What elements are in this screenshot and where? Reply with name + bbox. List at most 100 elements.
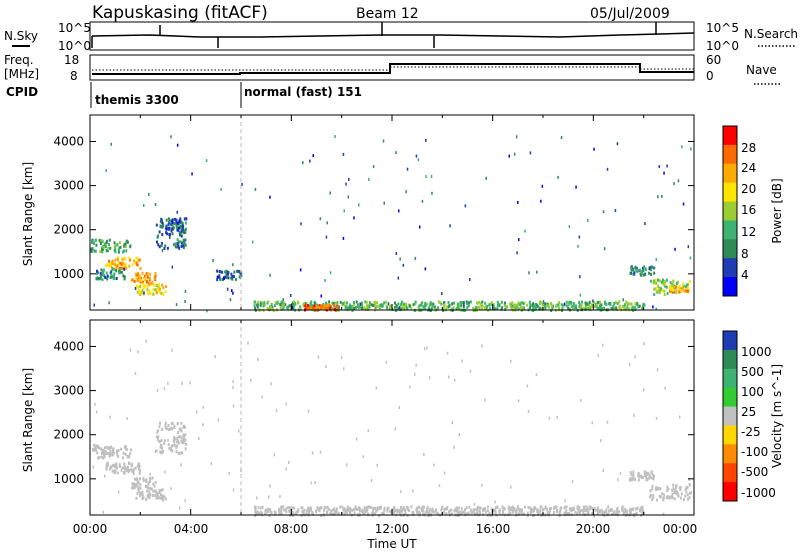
data-cell — [477, 505, 479, 509]
data-cell — [161, 497, 164, 500]
data-cell — [121, 466, 124, 470]
data-cell — [335, 301, 338, 305]
data-cell — [500, 307, 503, 311]
data-cell — [305, 302, 308, 306]
data-cell — [142, 282, 145, 286]
data-cell — [372, 304, 375, 307]
data-cell — [410, 505, 413, 509]
data-cell — [633, 477, 636, 481]
data-cell — [114, 250, 117, 254]
data-cell — [375, 386, 378, 390]
data-cell — [305, 512, 308, 516]
data-cell — [633, 271, 636, 275]
data-cell — [134, 287, 137, 290]
data-cell — [299, 305, 301, 309]
data-cell — [646, 473, 649, 477]
data-cell — [555, 303, 558, 307]
data-cell — [502, 510, 504, 514]
data-cell — [568, 225, 571, 229]
data-cell — [271, 307, 274, 311]
data-cell — [528, 271, 530, 275]
colorbar-swatch — [723, 425, 737, 445]
data-cell — [410, 307, 413, 310]
data-cell — [674, 247, 676, 251]
data-cell — [518, 510, 521, 514]
data-cell — [141, 271, 144, 275]
data-cell — [643, 342, 645, 346]
data-cell — [288, 304, 291, 308]
data-cell — [414, 372, 416, 376]
data-cell — [660, 495, 663, 499]
data-cell — [142, 287, 145, 291]
data-cell — [180, 244, 183, 248]
data-cell — [236, 269, 239, 273]
data-cell — [234, 277, 237, 281]
data-cell — [669, 495, 672, 499]
data-cell — [106, 249, 109, 253]
data-cell — [473, 502, 476, 506]
data-cell — [322, 307, 325, 311]
data-cell — [137, 258, 140, 262]
data-cell — [313, 304, 316, 308]
data-cell — [290, 294, 292, 297]
data-cell — [135, 272, 138, 276]
data-cell — [254, 187, 257, 191]
data-cell — [334, 135, 336, 138]
data-cell — [681, 282, 684, 286]
data-cell — [549, 507, 551, 511]
data-cell — [643, 273, 646, 277]
data-cell — [383, 506, 386, 510]
data-cell — [494, 506, 497, 510]
data-cell — [367, 429, 370, 433]
data-cell — [380, 303, 383, 307]
data-cell — [110, 445, 113, 449]
data-cell — [135, 284, 138, 288]
data-cell — [100, 268, 103, 272]
data-cell — [139, 285, 142, 288]
data-cell — [102, 449, 105, 453]
data-cell — [441, 292, 443, 296]
data-cell — [598, 509, 600, 513]
data-cell — [300, 222, 302, 226]
data-cell — [388, 307, 391, 311]
data-cell — [128, 256, 131, 260]
data-cell — [397, 302, 400, 306]
data-cell — [138, 465, 141, 469]
x-axis-label: Time UT — [366, 537, 417, 551]
data-cell — [217, 418, 220, 422]
data-cell — [688, 478, 690, 481]
data-cell — [672, 280, 675, 284]
data-cell — [309, 302, 312, 306]
data-cell — [116, 471, 119, 475]
data-cell — [93, 443, 96, 447]
data-cell — [541, 303, 544, 307]
data-cell — [561, 305, 564, 309]
data-cell — [171, 265, 174, 269]
data-cell — [101, 278, 104, 282]
data-cell — [274, 301, 277, 305]
data-cell — [286, 506, 289, 510]
data-cell — [352, 508, 355, 512]
data-cell — [558, 307, 560, 310]
data-cell — [621, 505, 624, 509]
data-cell — [540, 199, 542, 203]
data-cell — [634, 265, 637, 269]
data-cell — [153, 484, 156, 488]
data-cell — [587, 302, 590, 306]
data-cell — [225, 269, 228, 273]
data-cell — [687, 289, 689, 293]
data-cell — [135, 256, 138, 260]
data-cell — [690, 147, 692, 151]
data-cell — [395, 304, 398, 308]
data-cell — [152, 489, 155, 493]
data-cell — [148, 476, 151, 480]
data-cell — [678, 486, 681, 490]
data-cell — [161, 249, 164, 253]
data-cell — [628, 302, 631, 306]
data-cell — [377, 506, 379, 510]
data-cell — [434, 307, 437, 311]
data-cell — [577, 244, 579, 248]
data-cell — [593, 305, 596, 308]
data-cell — [678, 290, 681, 294]
data-cell — [135, 262, 138, 266]
